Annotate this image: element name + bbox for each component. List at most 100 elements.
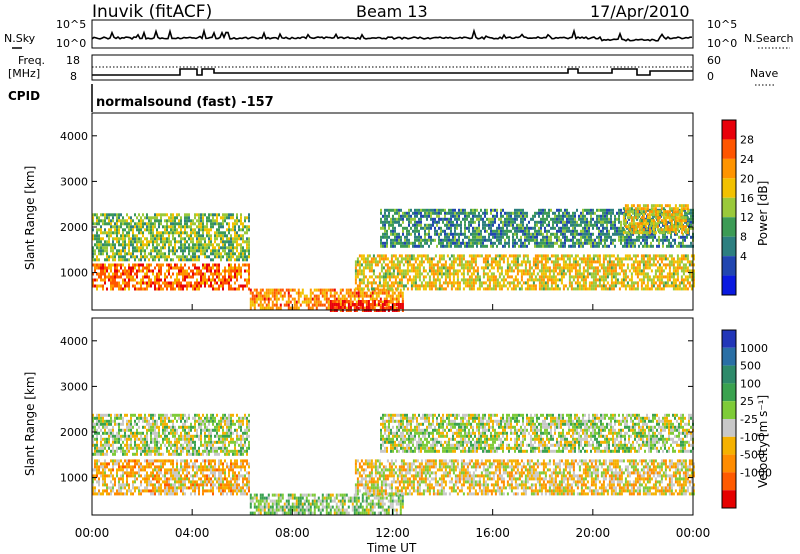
heatmap-cell — [440, 284, 443, 288]
heatmap-cell — [132, 240, 134, 244]
heatmap-cell — [136, 275, 138, 279]
heatmap-cell — [192, 269, 194, 273]
heatmap-cell — [220, 272, 222, 276]
heatmap-cell — [622, 235, 624, 239]
heatmap-cell — [676, 287, 679, 291]
heatmap-cell — [626, 235, 628, 239]
heatmap-cell — [154, 225, 156, 229]
heatmap-cell — [339, 300, 342, 304]
heatmap-cell — [676, 254, 679, 258]
heatmap-cell — [624, 275, 627, 279]
heatmap-cell — [420, 226, 422, 230]
heatmap-cell — [640, 269, 643, 273]
heatmap-cell — [122, 246, 124, 250]
heatmap-cell — [96, 287, 98, 291]
heatmap-cell — [546, 266, 549, 270]
heatmap-cell — [492, 208, 494, 212]
heatmap-cell — [666, 272, 669, 276]
heatmap-cell — [484, 263, 487, 267]
heatmap-cell — [446, 241, 448, 245]
heatmap-cell — [534, 263, 537, 267]
heatmap-cell — [688, 281, 691, 285]
heatmap-cell — [438, 272, 441, 276]
heatmap-cell — [343, 294, 346, 298]
heatmap-cell — [598, 260, 601, 264]
heatmap-cell — [572, 244, 574, 248]
heatmap-cell — [100, 249, 102, 253]
heatmap-cell — [630, 241, 632, 245]
heatmap-cell — [510, 254, 513, 258]
heatmap-cell — [218, 284, 220, 288]
heatmap-cell — [148, 222, 150, 226]
heatmap-cell — [572, 217, 574, 221]
heatmap-cell — [315, 294, 318, 298]
heatmap-cell — [142, 231, 144, 235]
heatmap-cell — [218, 275, 220, 279]
heatmap-cell — [642, 231, 645, 235]
heatmap-cell — [333, 297, 336, 301]
heatmap-cell — [680, 235, 682, 239]
heatmap-cell — [514, 241, 516, 245]
heatmap-cell — [249, 300, 252, 304]
heatmap-cell — [305, 300, 308, 304]
heatmap-cell — [212, 219, 214, 223]
heatmap-cell — [464, 214, 466, 218]
heatmap-cell — [636, 226, 638, 230]
heatmap-cell — [552, 275, 555, 279]
heatmap-cell — [660, 257, 663, 261]
heatmap-cell — [138, 225, 140, 229]
heatmap-cell — [554, 269, 557, 273]
heatmap-cell — [442, 238, 444, 242]
heatmap-cell — [244, 284, 246, 288]
heatmap-cell — [410, 254, 413, 258]
heatmap-cell — [538, 260, 541, 264]
heatmap-cell — [124, 219, 126, 223]
heatmap-cell — [265, 288, 268, 292]
heatmap-cell — [690, 254, 693, 258]
heatmap-cell — [446, 217, 448, 221]
heatmap-cell — [636, 210, 639, 214]
heatmap-cell — [546, 244, 548, 248]
heatmap-cell — [222, 231, 224, 235]
heatmap-cell — [198, 258, 200, 262]
heatmap-cell — [130, 240, 132, 244]
heatmap-cell — [372, 257, 375, 261]
heatmap-cell — [190, 225, 192, 229]
heatmap-cell — [226, 213, 228, 217]
heatmap-cell — [238, 252, 240, 256]
heatmap-cell — [466, 211, 468, 215]
heatmap-cell — [602, 284, 605, 288]
heatmap-cell — [388, 211, 390, 215]
heatmap-cell — [602, 287, 605, 291]
nave-tick-high: 60 — [707, 54, 721, 67]
heatmap-cell — [96, 246, 98, 250]
heatmap-cell — [662, 213, 665, 217]
heatmap-cell — [186, 231, 188, 235]
heatmap-cell — [666, 225, 669, 229]
heatmap-cell — [168, 263, 170, 267]
heatmap-cell — [476, 287, 479, 291]
heatmap-cell — [370, 269, 373, 273]
heatmap-cell — [176, 272, 178, 276]
heatmap-cell — [624, 235, 626, 239]
heatmap-cell — [390, 266, 393, 270]
heatmap-cell — [628, 254, 631, 258]
heatmap-cell — [576, 208, 578, 212]
heatmap-cell — [630, 225, 633, 229]
heatmap-cell — [574, 257, 577, 261]
heatmap-cell — [450, 229, 452, 233]
heatmap-cell — [397, 300, 400, 304]
heatmap-cell — [512, 284, 515, 288]
heatmap-cell — [608, 284, 611, 288]
heatmap-cell — [644, 275, 647, 279]
heatmap-cell — [524, 281, 527, 285]
heatmap-cell — [566, 257, 569, 261]
heatmap-cell — [454, 260, 457, 264]
heatmap-cell — [518, 226, 520, 230]
heatmap-cell — [230, 272, 232, 276]
heatmap-cell — [470, 238, 472, 242]
heatmap-cell — [329, 288, 332, 292]
heatmap-cell — [212, 222, 214, 226]
heatmap-cell — [506, 220, 508, 224]
heatmap-cell — [486, 266, 489, 270]
